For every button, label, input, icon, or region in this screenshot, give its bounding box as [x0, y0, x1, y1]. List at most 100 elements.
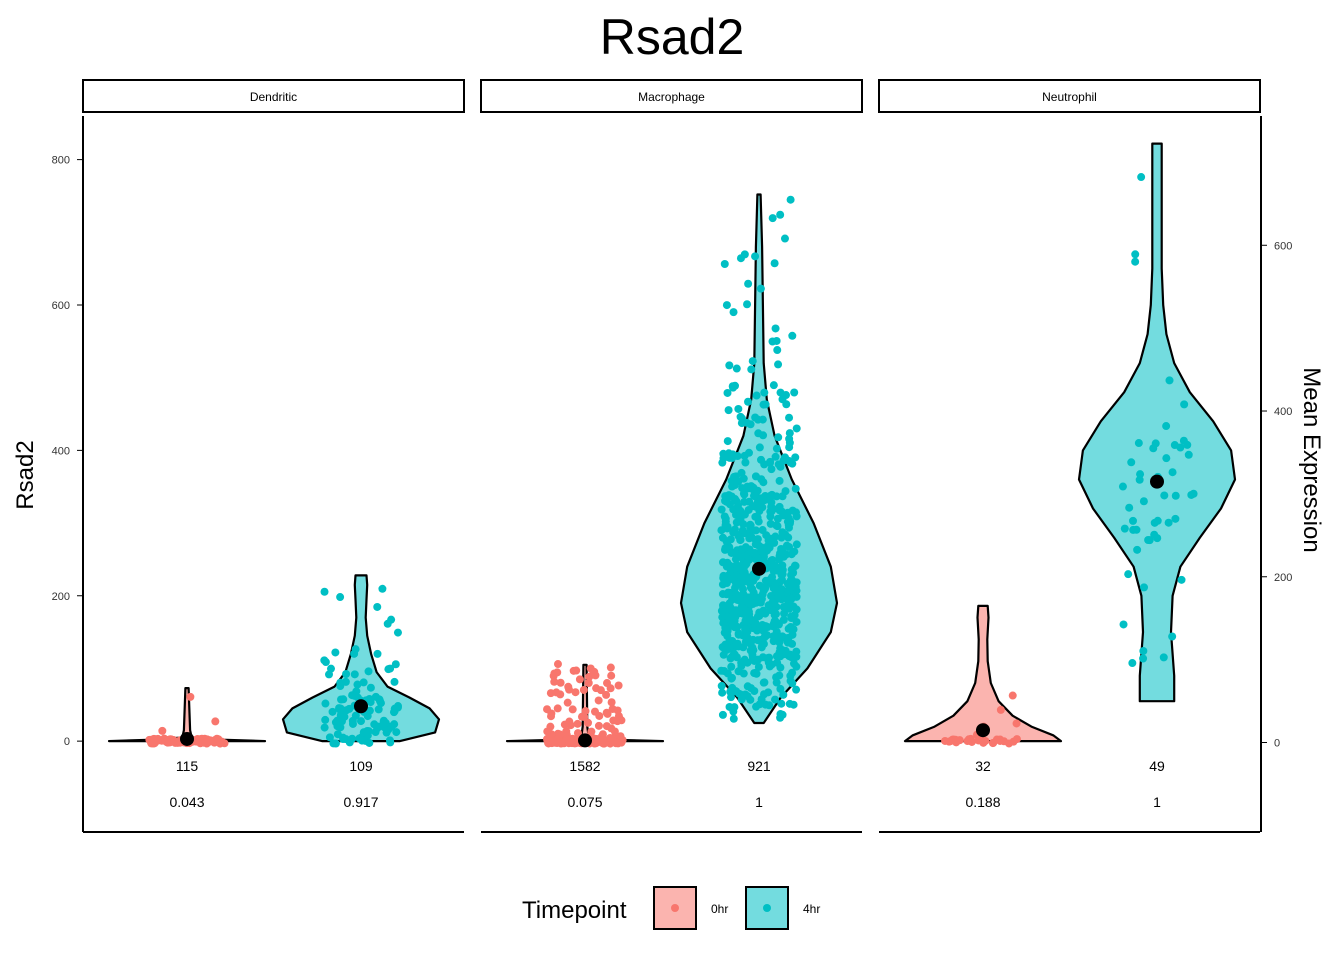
data-point [745, 497, 754, 506]
data-point [1171, 491, 1180, 500]
data-point [357, 736, 366, 745]
data-point [792, 685, 801, 694]
data-point [746, 695, 755, 704]
data-point [758, 503, 767, 512]
fraction-label: 0.917 [343, 794, 378, 810]
mean-point [976, 723, 990, 738]
data-point [726, 566, 735, 575]
data-point [730, 548, 739, 557]
data-point [728, 450, 737, 459]
data-point [788, 459, 797, 468]
data-point [329, 739, 338, 748]
y-axis-right: 0 200 400 600 [1260, 116, 1292, 832]
data-point [718, 688, 727, 697]
data-point [750, 550, 759, 559]
data-point [722, 578, 731, 587]
data-point [731, 583, 740, 592]
data-point [967, 737, 976, 746]
data-point [752, 702, 761, 711]
data-point [777, 585, 786, 594]
data-point [339, 695, 348, 704]
data-point [353, 680, 362, 689]
mean-point [752, 561, 766, 576]
fraction-label: 0.188 [965, 794, 1000, 810]
data-point [759, 431, 768, 440]
data-point [211, 717, 220, 726]
data-point [761, 583, 770, 592]
violin-group-4hr: 921 1 [679, 193, 839, 810]
data-point [592, 684, 601, 693]
violin-body [903, 604, 1063, 743]
legend-item-0hr: 0hr [653, 886, 728, 930]
data-point [766, 507, 775, 516]
data-point [771, 584, 780, 593]
data-point [751, 413, 760, 422]
data-point [751, 512, 760, 521]
data-point [743, 300, 752, 309]
data-point [1139, 654, 1148, 663]
data-point [726, 654, 735, 663]
data-point [320, 587, 329, 596]
data-point [741, 529, 750, 538]
data-point [1136, 470, 1145, 479]
data-point [1127, 458, 1136, 467]
data-point [744, 448, 753, 457]
data-point [1012, 719, 1021, 728]
data-point [723, 522, 732, 531]
data-point [547, 712, 556, 721]
data-point [606, 684, 615, 693]
data-point [718, 590, 727, 599]
data-point [336, 681, 345, 690]
facet-strip [878, 79, 1261, 113]
y-tick-label: 0 [64, 736, 70, 748]
data-point [727, 674, 736, 683]
data-point [718, 533, 727, 542]
data-point [186, 692, 195, 701]
data-point [734, 404, 743, 413]
data-point [767, 465, 776, 474]
data-point [717, 681, 726, 690]
data-point [1153, 516, 1162, 525]
data-point [335, 705, 344, 714]
data-point [610, 727, 619, 736]
data-point [754, 655, 763, 664]
data-point [723, 437, 732, 446]
data-point [774, 633, 783, 642]
data-point [764, 601, 773, 610]
data-point [550, 677, 559, 686]
data-point [371, 728, 380, 737]
data-point [729, 308, 738, 317]
data-point [1168, 468, 1177, 477]
fraction-label: 0.075 [567, 794, 602, 810]
data-point [981, 736, 990, 745]
data-point [786, 195, 795, 204]
data-point [345, 738, 354, 747]
legend: Timepoint 0hr 4hr [522, 886, 820, 930]
data-point [560, 720, 569, 729]
y-tick-label: 200 [52, 591, 70, 603]
data-point [775, 506, 784, 515]
data-point [337, 717, 346, 726]
data-point [1140, 583, 1149, 592]
data-point [730, 525, 739, 534]
data-point [356, 717, 365, 726]
data-point [732, 364, 741, 373]
data-point [216, 737, 225, 746]
data-point [725, 361, 734, 370]
data-point [760, 633, 769, 642]
data-point [602, 690, 611, 699]
data-point [721, 496, 730, 505]
data-point [762, 531, 771, 540]
data-point [752, 391, 761, 400]
violin-group-4hr: 109 0.917 [281, 574, 441, 810]
data-point [1184, 450, 1193, 459]
mean-point [1150, 474, 1164, 489]
data-point [1120, 524, 1129, 533]
data-point [581, 707, 590, 716]
data-point [749, 484, 758, 493]
data-point [757, 475, 766, 484]
data-point [746, 520, 755, 529]
data-point [1133, 545, 1142, 554]
data-point [735, 533, 744, 542]
